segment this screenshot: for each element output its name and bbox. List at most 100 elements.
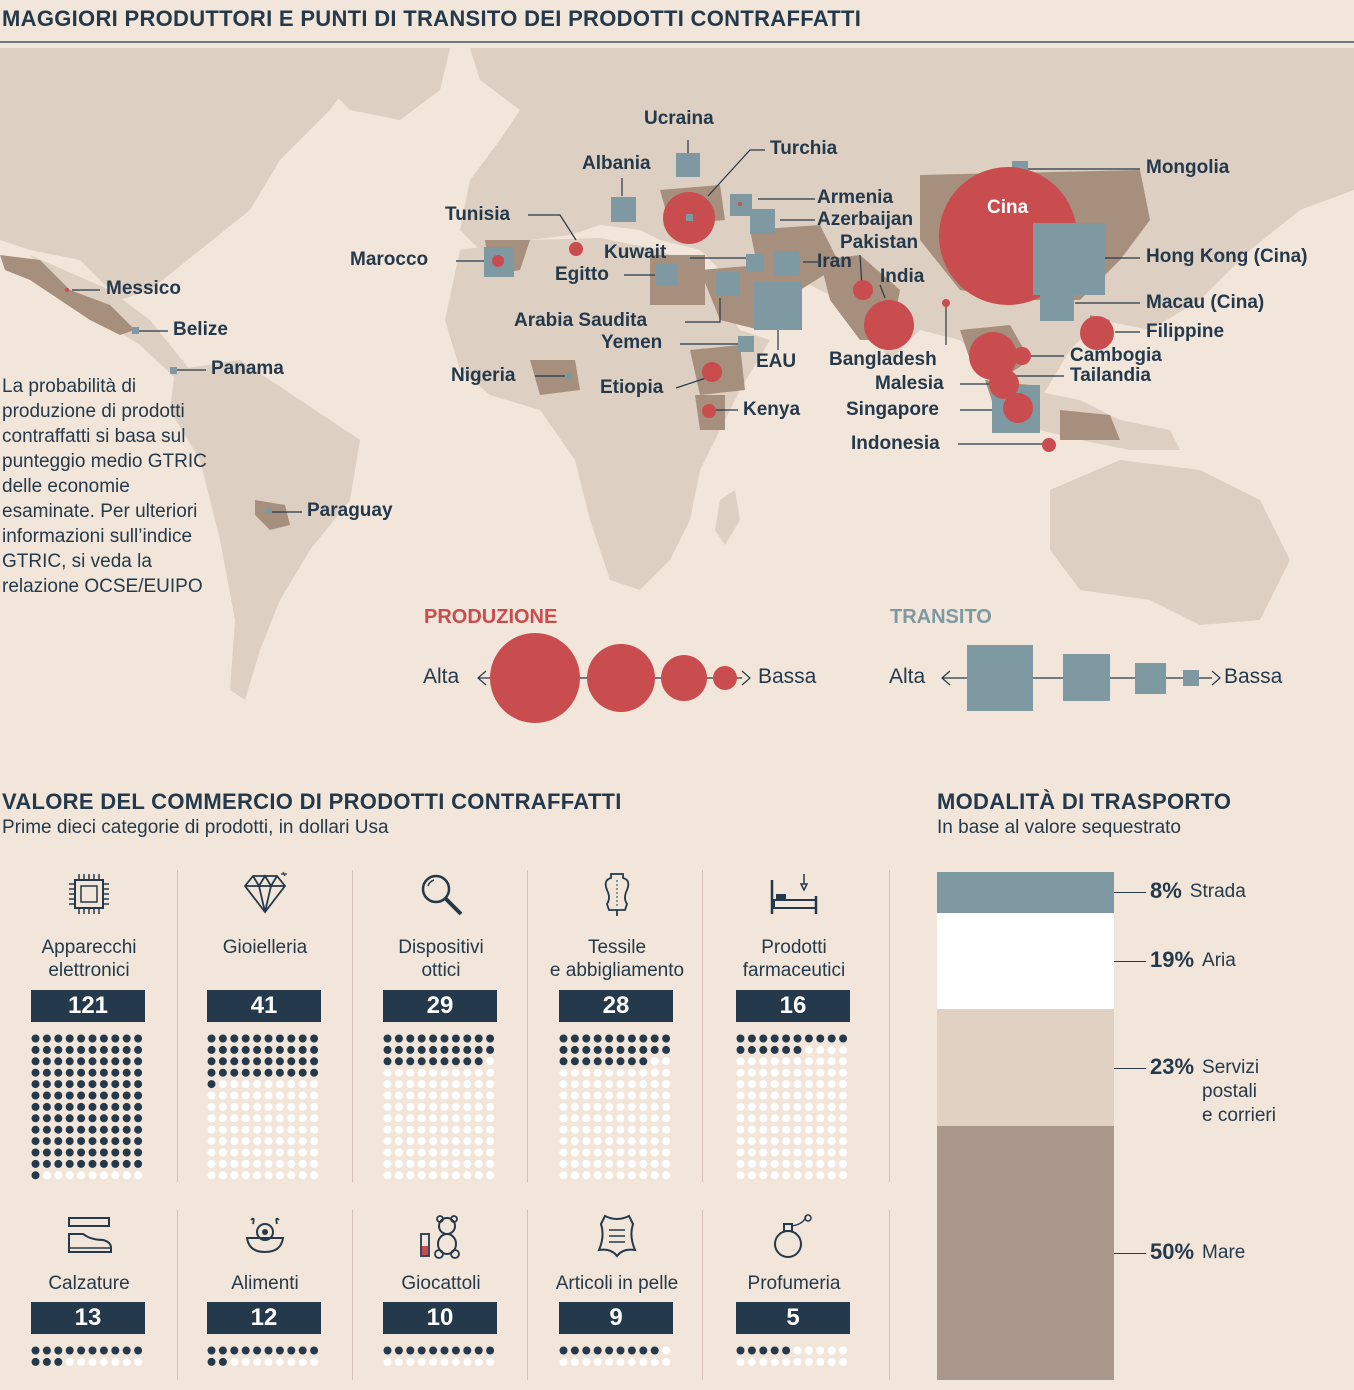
transport-mode: Aria — [1202, 949, 1236, 971]
transport-leader-line — [1114, 1067, 1146, 1069]
category-separator — [177, 1210, 178, 1380]
category-separator — [889, 1210, 890, 1380]
category-label: Gioielleria — [222, 937, 308, 958]
transport-percent: 50% — [1150, 1239, 1195, 1264]
country-label-tailandia: Tailandia — [1070, 365, 1151, 386]
transport-segment-aria — [937, 912, 1114, 1010]
category-separator — [527, 870, 528, 1182]
trade-subtitle: Prime dieci categorie di prodotti, in do… — [2, 817, 389, 838]
transport-subtitle: In base al valore sequestrato — [937, 817, 1181, 838]
transport-leader-line — [1114, 1253, 1146, 1254]
country-label-iran: Iran — [817, 251, 852, 272]
country-label-cambogia: Cambogia — [1070, 345, 1162, 366]
world-map — [0, 41, 1354, 723]
transport-label: 50% Mare — [1150, 1240, 1245, 1265]
category-separator — [702, 1210, 703, 1380]
country-label-egitto: Egitto — [555, 264, 609, 285]
category-dot-grid — [559, 1346, 671, 1366]
category-dot-grid — [559, 1034, 671, 1180]
country-label-tunisia: Tunisia — [445, 204, 511, 225]
transport-mode: Mare — [1202, 1242, 1246, 1263]
country-label-hong-kong-cina: Hong Kong (Cina) — [1146, 246, 1308, 267]
country-label-india: India — [880, 266, 925, 287]
country-label-marocco: Marocco — [350, 249, 429, 270]
legend-transit-low: Bassa — [1224, 665, 1283, 688]
category-separator — [177, 870, 178, 1182]
country-label-armenia: Armenia — [817, 187, 894, 208]
category-separator — [702, 870, 703, 1182]
category-value: 5 — [736, 1302, 850, 1334]
country-label-messico: Messico — [106, 278, 181, 299]
category-dot-grid — [383, 1034, 495, 1180]
legend-shapes — [477, 633, 1221, 723]
hospital-bed-icon — [770, 874, 818, 914]
leader-lines — [72, 140, 1140, 513]
country-label-filippine: Filippine — [1146, 321, 1225, 342]
category-dot-grid — [207, 1034, 319, 1180]
category-label: Giocattoli — [401, 1273, 481, 1294]
country-label-pakistan: Pakistan — [840, 232, 919, 253]
transport-segment-mare — [937, 1126, 1114, 1380]
transport-segment-strada — [937, 872, 1114, 913]
category-value: 121 — [31, 990, 145, 1022]
country-label-etiopia: Etiopia — [600, 377, 664, 398]
transit-markers-top — [686, 214, 1105, 321]
category-label: Calzature — [48, 1273, 130, 1294]
category-label: Dispositivi ottici — [398, 937, 484, 981]
trade-title: VALORE DEL COMMERCIO DI PRODOTTI CONTRAF… — [2, 789, 622, 814]
country-label-arabia-saudita: Arabia Saudita — [514, 310, 648, 331]
transport-percent: 8% — [1150, 878, 1182, 904]
transport-leader-line — [1114, 892, 1146, 894]
magnifier-icon — [421, 874, 463, 916]
category-label: Tessile e abbigliamento — [549, 937, 685, 981]
chip-icon — [69, 874, 109, 914]
teddy-bear-icon — [420, 1215, 460, 1259]
transport-label: 19% Aria — [1150, 946, 1236, 973]
country-label-ucraina: Ucraina — [644, 108, 714, 129]
production-markers — [65, 167, 1114, 452]
transport-percent: 19% — [1150, 946, 1195, 972]
transport-percent: 23% — [1150, 1053, 1195, 1079]
country-label-albania: Albania — [582, 153, 651, 174]
mannequin-icon — [604, 873, 630, 916]
transport-mode: Strada — [1189, 881, 1246, 903]
perfume-icon — [774, 1214, 812, 1258]
map-note: La probabilità di produzione di prodotti… — [2, 376, 207, 597]
transport-title: MODALITÀ DI TRASPORTO — [937, 789, 1232, 814]
category-label: Apparecchi elettronici — [41, 937, 137, 981]
transport-segment-servizi — [937, 1009, 1114, 1126]
leather-icon — [597, 1214, 637, 1258]
category-dot-grid — [207, 1346, 319, 1366]
transport-leader-line — [1114, 960, 1146, 962]
category-dot-grid — [383, 1346, 495, 1366]
country-label-paraguay: Paraguay — [307, 500, 393, 521]
country-label-kenya: Kenya — [743, 399, 801, 420]
category-label: Articoli in pelle — [555, 1273, 679, 1294]
country-label-eau: EAU — [756, 351, 797, 372]
map-title: MAGGIORI PRODUTTORI E PUNTI DI TRANSITO … — [2, 6, 862, 31]
legend-transit-high: Alta — [889, 665, 926, 688]
country-label-singapore: Singapore — [846, 399, 939, 420]
category-value: 28 — [559, 990, 673, 1022]
legend-production-low: Bassa — [758, 665, 817, 688]
country-label-turchia: Turchia — [770, 138, 838, 159]
category-value: 16 — [736, 990, 850, 1022]
category-value: 10 — [383, 1302, 497, 1334]
country-label-azerbaijan: Azerbaijan — [817, 209, 914, 230]
category-value: 13 — [31, 1302, 145, 1334]
legend-transit-title: TRANSITO — [890, 606, 992, 628]
category-value: 12 — [207, 1302, 321, 1334]
category-value: 41 — [207, 990, 321, 1022]
country-label-indonesia: Indonesia — [851, 433, 940, 454]
category-separator — [889, 870, 890, 1182]
legend-production-high: Alta — [423, 665, 460, 688]
transport-mode: Servizi postali e corrieri — [1202, 1056, 1276, 1126]
category-value: 9 — [559, 1302, 673, 1334]
category-dot-grid — [736, 1034, 848, 1180]
country-label-yemen: Yemen — [601, 332, 663, 353]
category-dot-grid — [31, 1034, 143, 1180]
diamond-icon — [243, 871, 287, 914]
transit-markers — [132, 153, 1040, 514]
category-dot-grid — [736, 1346, 848, 1366]
country-label-belize: Belize — [173, 319, 228, 340]
